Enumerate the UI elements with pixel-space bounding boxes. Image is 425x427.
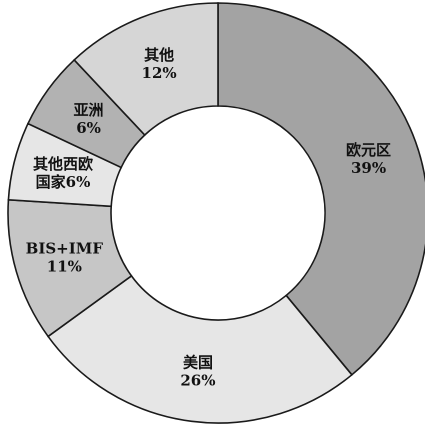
slice-label-1: 欧元区 39% (346, 141, 391, 177)
slice-label-line: 国家6% (36, 173, 91, 191)
slice-label-line: 39% (351, 159, 386, 177)
slice-label-4: 其他西欧国家6% (33, 155, 93, 191)
labels-layer: 欧元区 39% 美国 26% BIS+IMF 11% 其他西欧国家6% 亚洲 6% 其他 12% (26, 46, 391, 390)
slice-label-line: 亚洲 (74, 101, 104, 119)
slice-label-line: 26% (180, 372, 215, 390)
pie-slice-6 (73, 2, 219, 137)
slice-label-line: 欧元区 (346, 141, 391, 159)
slice-label-line: 11% (47, 258, 82, 276)
slice-label-line: 12% (142, 64, 177, 82)
pie-slice-2 (46, 274, 353, 424)
slice-label-line: BIS+IMF (26, 240, 104, 258)
slice-label-3: BIS+IMF 11% (26, 240, 104, 276)
slice-label-2: 美国 26% (180, 354, 215, 390)
pie-slice-1 (217, 2, 425, 376)
slice-label-line: 6% (76, 119, 101, 137)
slice-label-6: 其他 12% (142, 46, 177, 82)
slice-label-line: 其他 (144, 46, 174, 64)
slices-layer (7, 2, 425, 424)
slice-label-5: 亚洲 6% (74, 101, 104, 137)
slice-label-line: 其他西欧 (33, 155, 93, 173)
slice-label-line: 美国 (183, 354, 213, 372)
